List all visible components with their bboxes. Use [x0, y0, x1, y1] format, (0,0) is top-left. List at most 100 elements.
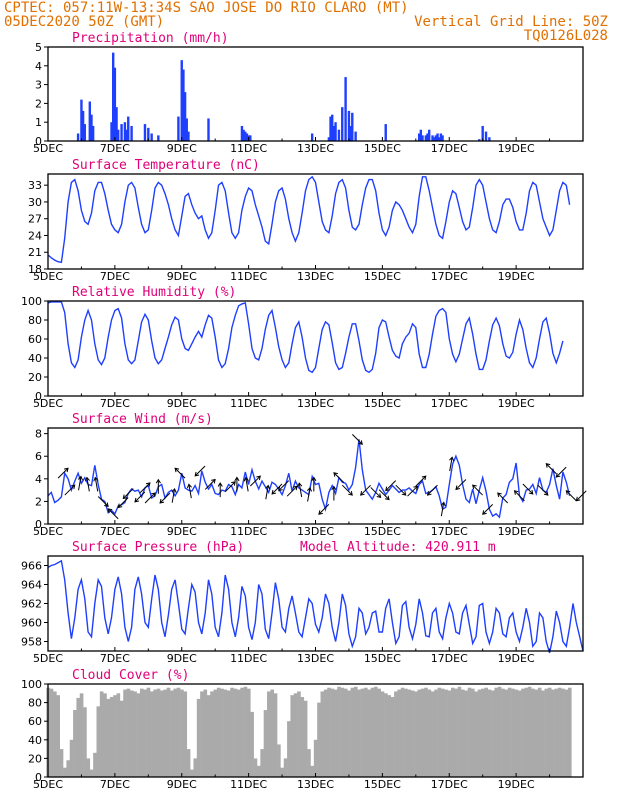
- cloud-bar: [414, 691, 418, 777]
- rh-ytick-label: 60: [28, 333, 42, 346]
- cloud-bar: [280, 767, 285, 777]
- pres-ytick-label: 958: [21, 636, 42, 649]
- wind-arrow-head: [575, 496, 581, 502]
- wind-arrow-head: [311, 476, 317, 482]
- wind-arrow: [407, 485, 418, 497]
- cloud-bar: [59, 749, 64, 777]
- wind-arrow: [555, 466, 567, 478]
- rh-series-line: [47, 301, 564, 374]
- rh-xtick-label: 19DEC: [498, 397, 535, 410]
- wind-arrow-head: [528, 489, 534, 495]
- precip-bar: [334, 122, 337, 141]
- wind-arrow: [97, 496, 109, 507]
- cloud-bar: [561, 688, 565, 777]
- cloud-bar: [183, 691, 188, 777]
- temp-ytick-label: 33: [28, 179, 42, 192]
- cloud-xtick-label: 19DEC: [498, 778, 535, 791]
- precip-bar: [331, 114, 334, 141]
- cloud-bar: [460, 689, 465, 777]
- precip-bar: [434, 135, 438, 141]
- temp-title: Surface Temperature (nC): [72, 158, 260, 173]
- wind-arrow-head: [271, 489, 277, 495]
- wind-arrow: [139, 482, 151, 494]
- rh-frame: [47, 300, 584, 397]
- cloud-bar: [190, 769, 194, 777]
- wind-arrow-head: [293, 485, 298, 491]
- cloud-bar: [481, 688, 485, 777]
- wind-ytick-label: 4: [35, 473, 42, 486]
- precip-xtick-label: 9DEC: [167, 142, 197, 155]
- wind-arrow-head: [331, 485, 337, 491]
- wind-arrow-head: [565, 490, 571, 495]
- cloud-bar: [417, 689, 422, 777]
- precip-bar: [384, 124, 387, 141]
- wind-arrow-head: [449, 456, 455, 462]
- cloud-bar: [139, 688, 144, 777]
- cloud-bar: [511, 688, 515, 777]
- precip-bar: [310, 133, 314, 141]
- wind-xtick-label: 7DEC: [100, 525, 130, 538]
- wind-arrow-head: [318, 510, 323, 515]
- cloud-bar: [374, 686, 378, 777]
- wind-arrow: [265, 485, 269, 500]
- wind-arrow: [86, 477, 90, 492]
- precip-bar: [81, 110, 85, 141]
- cloud-bar: [424, 687, 428, 777]
- temp-xtick-label: 13DEC: [297, 270, 334, 283]
- cloud-bar: [554, 688, 559, 777]
- rh-ytick-label: 100: [21, 295, 42, 308]
- cloud-bar: [380, 691, 385, 777]
- cloud-bar: [450, 687, 455, 777]
- cloud-bar: [210, 691, 214, 777]
- cloud-bar: [76, 697, 81, 777]
- precip-bar: [182, 69, 185, 141]
- cloud-bar: [287, 721, 291, 777]
- cloud-bar: [310, 765, 315, 777]
- wind-arrow: [415, 475, 427, 487]
- pres-xtick-label: 7DEC: [100, 652, 130, 665]
- precip-bar: [332, 125, 336, 141]
- temp-xtick-label: 9DEC: [167, 270, 197, 283]
- cloud-bar: [119, 700, 124, 777]
- rh-ytick-label: 80: [28, 314, 42, 327]
- wind-arrow: [370, 487, 381, 498]
- cloud-ytick-label: 80: [28, 697, 42, 710]
- cloud-bar: [307, 749, 311, 777]
- wind-arrow: [271, 483, 283, 495]
- precip-panel: Precipitation (mm/h) 0 1 2 3 4 5 5DEC 7DEC 9DEC 11…: [33, 31, 584, 155]
- wind-arrow: [117, 497, 129, 508]
- cloud-title: Cloud Cover (%): [72, 668, 189, 683]
- wind-arrow-head: [104, 502, 109, 508]
- cloud-bar: [66, 760, 71, 777]
- temp-xtick-label: 15DEC: [364, 270, 401, 283]
- wind-arrow-head: [413, 485, 419, 491]
- wind-arrow-head: [543, 491, 549, 496]
- precip-bar: [113, 67, 117, 141]
- wind-arrow-head: [145, 482, 151, 487]
- precip-bar: [244, 131, 247, 141]
- cloud-bar: [180, 689, 184, 777]
- cloud-bar: [340, 687, 345, 777]
- precip-bar: [207, 118, 210, 141]
- wind-arrow: [107, 508, 119, 520]
- cloud-bar: [521, 688, 525, 777]
- precip-bar: [484, 131, 488, 141]
- pres-ytick-label: 964: [21, 579, 42, 592]
- wind-frame: [47, 427, 584, 525]
- temp-ytick-label: 30: [28, 196, 42, 209]
- wind-arrow: [360, 484, 371, 496]
- header-model-code: TQ0126L028: [524, 28, 608, 44]
- cloud-bar: [494, 687, 499, 777]
- wind-arrow-head: [265, 484, 271, 490]
- cloud-bar: [149, 691, 154, 777]
- precip-xtick-label: 5DEC: [33, 142, 63, 155]
- pres-annotation: Model Altitude: 420.911 m: [300, 540, 496, 555]
- wind-arrow-head: [513, 490, 519, 495]
- precip-bar: [180, 60, 183, 141]
- precip-bar: [344, 77, 347, 141]
- wind-arrow-head: [297, 482, 303, 488]
- cloud-bar: [504, 689, 509, 777]
- cloud-bar: [236, 689, 241, 777]
- rh-xtick-label: 5DEC: [33, 397, 63, 410]
- wind-arrow-head: [360, 491, 365, 496]
